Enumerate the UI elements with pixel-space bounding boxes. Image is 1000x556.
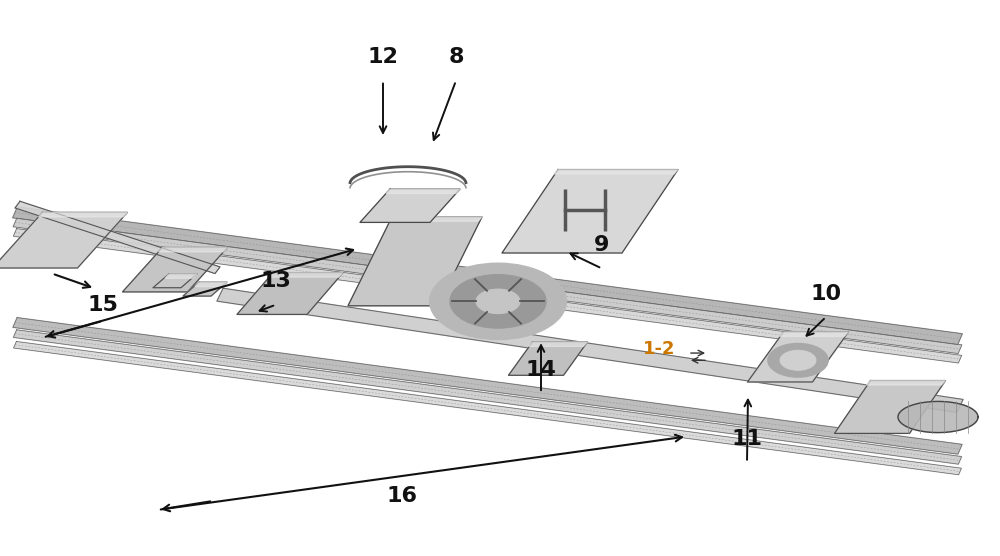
- Polygon shape: [0, 212, 128, 268]
- Polygon shape: [237, 273, 343, 315]
- Text: 12: 12: [368, 47, 398, 67]
- Polygon shape: [122, 247, 227, 292]
- Circle shape: [450, 275, 546, 328]
- Polygon shape: [348, 217, 482, 306]
- Text: 10: 10: [810, 284, 842, 304]
- Polygon shape: [529, 342, 588, 346]
- Polygon shape: [183, 282, 227, 296]
- Polygon shape: [509, 342, 588, 375]
- Polygon shape: [14, 341, 961, 475]
- Circle shape: [476, 289, 520, 314]
- Text: 15: 15: [88, 295, 118, 315]
- Text: 13: 13: [261, 271, 291, 291]
- Circle shape: [430, 264, 566, 339]
- Polygon shape: [502, 170, 678, 253]
- Polygon shape: [898, 401, 978, 433]
- Polygon shape: [866, 380, 946, 385]
- Circle shape: [780, 350, 816, 370]
- Polygon shape: [195, 282, 227, 287]
- Text: 16: 16: [386, 486, 418, 506]
- Polygon shape: [13, 229, 962, 363]
- Polygon shape: [388, 217, 482, 221]
- Polygon shape: [780, 332, 848, 336]
- Polygon shape: [13, 330, 962, 464]
- Polygon shape: [217, 288, 963, 413]
- Text: 14: 14: [526, 360, 556, 380]
- Text: 8: 8: [448, 47, 464, 67]
- Text: 1-2: 1-2: [643, 340, 675, 358]
- Polygon shape: [13, 317, 962, 454]
- Polygon shape: [386, 189, 460, 193]
- Circle shape: [768, 344, 828, 377]
- Polygon shape: [554, 170, 678, 174]
- Polygon shape: [13, 218, 962, 354]
- Polygon shape: [38, 212, 128, 217]
- Polygon shape: [165, 274, 197, 278]
- Polygon shape: [748, 332, 848, 382]
- Polygon shape: [269, 273, 343, 277]
- Polygon shape: [360, 189, 460, 222]
- Polygon shape: [153, 274, 197, 288]
- Polygon shape: [13, 207, 962, 345]
- Text: 9: 9: [594, 235, 610, 255]
- Polygon shape: [834, 380, 946, 434]
- Polygon shape: [15, 201, 220, 274]
- Polygon shape: [158, 247, 227, 252]
- Text: 11: 11: [732, 429, 763, 449]
